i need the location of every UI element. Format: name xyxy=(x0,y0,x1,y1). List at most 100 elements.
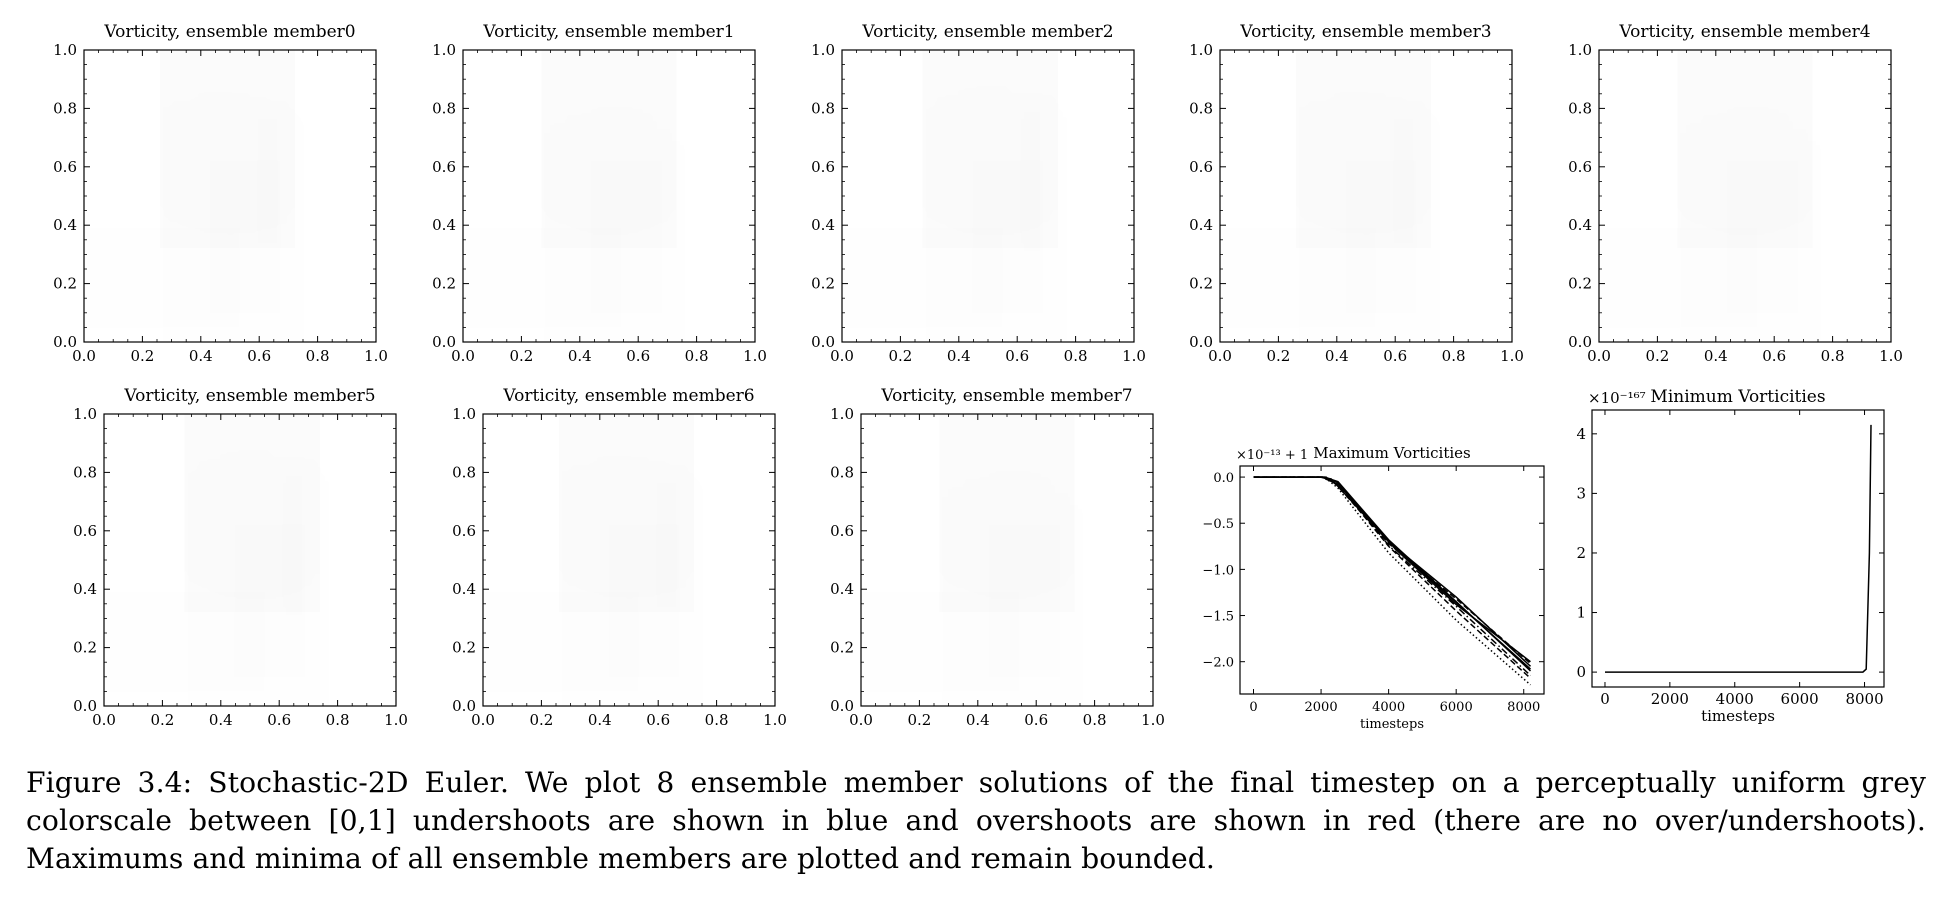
x-tick-label: 1.0 xyxy=(743,347,767,365)
offset-label: ×10⁻¹⁶⁷ xyxy=(1588,389,1646,407)
series-line-5 xyxy=(1253,476,1531,686)
x-axis-label: timesteps xyxy=(1701,707,1775,725)
x-tick-label: 8000 xyxy=(1845,690,1883,708)
x-tick-label: 1.0 xyxy=(364,347,388,365)
x-tick-label: 0.6 xyxy=(1762,347,1786,365)
y-tick-label: 1.0 xyxy=(53,41,77,59)
x-tick-label: 4000 xyxy=(1716,690,1754,708)
x-tick-label: 0.0 xyxy=(471,711,495,729)
y-tick-label: 1.0 xyxy=(830,405,854,423)
vorticity-panel-member3: Vorticity, ensemble member3 0.00.0 0.2 0.2 0… xyxy=(1189,22,1524,365)
x-tick-label: 0.2 xyxy=(150,711,174,729)
vorticity-panel-member0: Vorticity, ensemble member0 0.00.0 0.2 0.2 0… xyxy=(53,22,388,365)
x-tick-label: 0.0 xyxy=(451,347,475,365)
y-tick-label: 0.2 xyxy=(432,275,456,293)
y-tick-label: 2 xyxy=(1576,544,1586,562)
series-line-0 xyxy=(1605,424,1872,673)
x-tick-label: 0.0 xyxy=(92,711,116,729)
x-tick-label: 0.6 xyxy=(1005,347,1029,365)
y-tick-label: 0.4 xyxy=(1189,216,1213,234)
y-tick-label: 1.0 xyxy=(1189,41,1213,59)
y-tick-label: 0.0 xyxy=(53,333,77,351)
y-tick-label: 1.0 xyxy=(432,41,456,59)
panel-title: Vorticity, ensemble member6 xyxy=(502,386,754,406)
x-tick-label: 0.4 xyxy=(947,347,971,365)
y-tick-label: −1.5 xyxy=(1202,610,1234,625)
x-tick-label: 0.4 xyxy=(189,347,213,365)
panel-title: Vorticity, ensemble member7 xyxy=(880,386,1132,406)
vorticity-field-image xyxy=(117,56,273,342)
x-tick-label: 0.8 xyxy=(1064,347,1088,365)
x-tick-label: 1.0 xyxy=(763,711,787,729)
x-tick-label: 6000 xyxy=(1781,690,1819,708)
x-tick-label: 0.0 xyxy=(830,347,854,365)
vorticity-panel-member1: Vorticity, ensemble member1 0.00.0 0.2 0.2 0… xyxy=(432,22,767,365)
y-tick-label: 0.8 xyxy=(1568,99,1592,117)
x-tick-label: 1.0 xyxy=(384,711,408,729)
panel-title: Vorticity, ensemble member1 xyxy=(482,22,734,42)
x-tick-label: 0.8 xyxy=(1442,347,1466,365)
y-tick-label: 0.4 xyxy=(53,216,77,234)
vorticity-panel-member2: Vorticity, ensemble member2 0.00.0 0.2 0.2 0… xyxy=(811,22,1146,365)
y-tick-label: 1.0 xyxy=(811,41,835,59)
vorticity-panel-member6: Vorticity, ensemble member6 0.00.0 0.2 0.2 0… xyxy=(452,386,787,729)
y-tick-label: 0.0 xyxy=(452,697,476,715)
y-tick-label: 4 xyxy=(1576,425,1586,443)
y-tick-label: 0.6 xyxy=(1189,158,1213,176)
series-line-4 xyxy=(1253,476,1531,663)
y-tick-label: 0.6 xyxy=(53,158,77,176)
x-tick-label: 8000 xyxy=(1507,700,1540,715)
x-tick-label: 0.2 xyxy=(509,347,533,365)
y-tick-label: 0.8 xyxy=(432,99,456,117)
x-tick-label: 0.4 xyxy=(588,711,612,729)
x-tick-label: 2000 xyxy=(1651,690,1689,708)
vorticity-field-image xyxy=(879,56,1035,342)
x-tick-label: 0.8 xyxy=(326,711,350,729)
series-line-1 xyxy=(1253,476,1532,672)
y-tick-label: 0.2 xyxy=(452,639,476,657)
x-tick-label: 0.6 xyxy=(267,711,291,729)
y-tick-label: 0.0 xyxy=(73,697,97,715)
minimum-vorticities-chart: 0 2000 4000 6000 8000 0 1 2 3 4 Minimum Vorticitie… xyxy=(1576,387,1885,725)
y-tick-label: 0.2 xyxy=(53,275,77,293)
x-tick-label: 0.8 xyxy=(306,347,330,365)
maximum-vorticities-chart: 0 2000 4000 6000 8000 0.0 −0.5 −1.0 −1.5 −2.0 Maxi… xyxy=(1202,444,1545,732)
y-tick-label: 0.6 xyxy=(830,522,854,540)
axes-frame xyxy=(1591,409,1885,688)
y-tick-label: 1.0 xyxy=(452,405,476,423)
x-tick-label: 0.4 xyxy=(568,347,592,365)
x-axis-label: timesteps xyxy=(1360,717,1424,732)
y-tick-label: 0.8 xyxy=(452,463,476,481)
x-tick-label: 0.6 xyxy=(1024,711,1048,729)
chart-title: Maximum Vorticities xyxy=(1313,444,1471,462)
x-tick-label: 4000 xyxy=(1372,700,1405,715)
x-tick-label: 1.0 xyxy=(1879,347,1903,365)
x-tick-label: 0.2 xyxy=(130,347,154,365)
y-tick-label: 0.0 xyxy=(830,697,854,715)
y-tick-label: 0.2 xyxy=(1189,275,1213,293)
y-tick-label: 0.2 xyxy=(811,275,835,293)
x-tick-label: 0.6 xyxy=(1383,347,1407,365)
x-tick-label: 2000 xyxy=(1305,700,1338,715)
vorticity-panel-member7: Vorticity, ensemble member7 0.00.0 0.2 0.2 0… xyxy=(830,386,1165,729)
x-tick-label: 0.0 xyxy=(72,347,96,365)
y-tick-label: −2.0 xyxy=(1202,656,1234,671)
figure: Vorticity, ensemble member00.00.00.20.20… xyxy=(53,22,1903,732)
x-tick-label: 0.6 xyxy=(247,347,271,365)
y-tick-label: 0.0 xyxy=(1568,333,1592,351)
axes-frame xyxy=(1239,465,1545,695)
y-tick-label: 0.4 xyxy=(1568,216,1592,234)
x-tick-label: 0.0 xyxy=(849,711,873,729)
series-line-3 xyxy=(1253,476,1532,677)
x-tick-label: 0.8 xyxy=(685,347,709,365)
x-tick-label: 0 xyxy=(1249,700,1257,715)
x-tick-label: 6000 xyxy=(1440,700,1473,715)
y-tick-label: 0.8 xyxy=(830,463,854,481)
x-tick-label: 0.2 xyxy=(1645,347,1669,365)
y-tick-label: 1.0 xyxy=(1568,41,1592,59)
y-tick-label: 0.6 xyxy=(1568,158,1592,176)
y-tick-label: −0.5 xyxy=(1202,517,1234,532)
vorticity-field-image xyxy=(516,420,672,706)
y-tick-label: 0.4 xyxy=(811,216,835,234)
figure-caption: Figure 3.4: Stochastic-2D Euler. We plot… xyxy=(26,766,1926,875)
